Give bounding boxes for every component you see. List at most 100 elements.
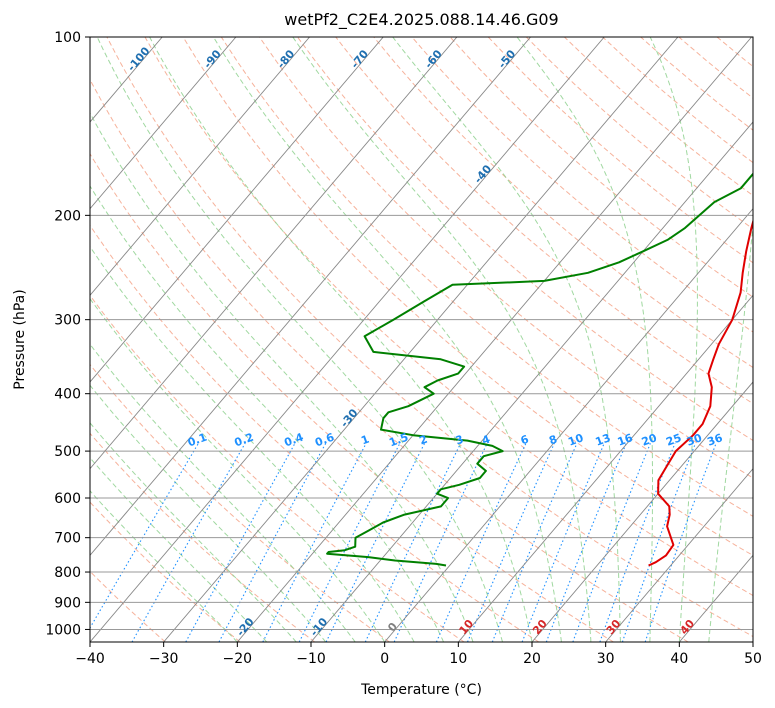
- isotherm: [163, 37, 679, 642]
- isotherm: [90, 37, 384, 383]
- chart-title: wetPf2_C2E4.2025.088.14.46.G09: [284, 10, 558, 30]
- moist-adiabat: [90, 297, 386, 642]
- y-tick-label: 700: [54, 531, 81, 547]
- axes: −40 −30 −20 −10 0 10 20 30 40 5010020030040050060…: [45, 30, 762, 667]
- isotherm: [752, 641, 753, 642]
- y-tick-label: 800: [54, 565, 81, 581]
- dry-adiabat: [755, 37, 775, 642]
- mixing-ratio-label: 6: [519, 432, 531, 447]
- x-tick-label: 20: [523, 651, 541, 667]
- mixing-ratio-label: 0.4: [282, 430, 305, 449]
- dry-adiabat: [90, 501, 241, 642]
- mixing-ratio-line: [644, 443, 717, 642]
- plot-background: [90, 37, 753, 642]
- x-tick-label: 50: [744, 651, 762, 667]
- x-tick-label: 40: [670, 651, 688, 667]
- mixing-ratio-line: [131, 443, 246, 642]
- moist-adiabat: [708, 216, 753, 642]
- dry-adiabat: [220, 37, 753, 517]
- mixing-ratio-label: 20: [640, 431, 659, 449]
- temperature-line: [648, 218, 753, 567]
- isotherm: [90, 37, 605, 642]
- isotherm: [310, 121, 753, 642]
- mixing-ratio-label: 0.2: [233, 431, 256, 450]
- x-tick-label: −30: [149, 651, 179, 667]
- isotherm: [90, 37, 237, 210]
- y-tick-label: 200: [54, 208, 81, 224]
- moist-adiabat: [90, 185, 445, 642]
- mixing-ratio-label: 8: [547, 433, 559, 448]
- isotherm: [605, 467, 753, 642]
- x-tick-label: −20: [223, 651, 253, 667]
- x-tick-label: 10: [449, 651, 467, 667]
- moist-adiabat: [90, 384, 327, 642]
- y-tick-label: 500: [54, 444, 81, 460]
- mixing-ratio-label: 0.1: [186, 431, 209, 450]
- reference-lines: [90, 37, 775, 642]
- dry-adiabat: [90, 224, 540, 642]
- x-axis-label: Temperature (°C): [360, 682, 482, 698]
- y-tick-label: 600: [54, 491, 81, 507]
- y-tick-label: 300: [54, 313, 81, 329]
- y-tick-label: 400: [54, 387, 81, 403]
- isotherm: [384, 207, 753, 642]
- moist-adiabat: [90, 457, 268, 642]
- isotherm: [90, 37, 458, 470]
- moist-adiabat: [649, 37, 698, 642]
- dry-adiabat: [90, 294, 465, 642]
- mixing-ratio-label: 30: [685, 431, 704, 449]
- dry-adiabat: [449, 37, 753, 298]
- mixing-ratio-label: 0.6: [313, 430, 336, 449]
- dry-adiabat: [144, 37, 753, 597]
- isotherm: [90, 37, 310, 297]
- contour-labels: 0.1 0.2 0.4 0.6 1 1.5 2 3 4 6 8 10 13 16 20 25 30 36-100-…: [125, 44, 725, 639]
- y-tick-label: 1000: [45, 622, 81, 638]
- mixing-ratio-label: 25: [664, 431, 683, 448]
- plot-frame: [89, 36, 754, 643]
- mixing-ratio-label: 1: [359, 433, 371, 448]
- moist-adiabat: [149, 37, 533, 642]
- mixing-ratio-line: [545, 443, 627, 642]
- x-tick-label: −40: [75, 651, 105, 667]
- isotherm: [457, 294, 753, 642]
- mixing-ratio-label: 1.5: [387, 431, 410, 450]
- mixing-ratio-label: 3: [454, 433, 466, 448]
- mixing-ratio-line: [521, 443, 605, 642]
- y-tick-label: 100: [54, 30, 81, 46]
- y-tick-label: 900: [54, 595, 81, 611]
- dry-adiabat: [335, 37, 753, 405]
- moist-adiabat: [213, 37, 562, 642]
- isotherm: [90, 37, 531, 557]
- moist-adiabat: [96, 37, 503, 642]
- moist-adiabat: [90, 112, 474, 642]
- mixing-ratio-line: [572, 443, 651, 642]
- mixing-ratio-line: [435, 443, 527, 642]
- mixing-ratio-line: [262, 443, 367, 642]
- mixing-ratio-line: [393, 443, 488, 642]
- dry-adiabat: [411, 37, 753, 333]
- dry-adiabat: [90, 432, 316, 642]
- x-tick-label: 30: [597, 651, 615, 667]
- mixing-ratio-label: 4: [480, 432, 492, 447]
- dewpoint-line: [326, 172, 753, 567]
- profile-series: [326, 172, 753, 567]
- isotherm: [531, 381, 753, 642]
- mixing-ratio-label: 36: [705, 431, 724, 449]
- mixing-ratio-label: 13: [594, 431, 613, 448]
- moist-adiabat: [90, 422, 297, 642]
- x-tick-label: −10: [296, 651, 326, 667]
- isotherm: [236, 37, 752, 642]
- moist-adiabat: [392, 37, 621, 642]
- mixing-ratio-label: 16: [616, 431, 635, 449]
- mixing-ratio-line: [90, 443, 199, 629]
- moist-adiabat: [292, 37, 592, 642]
- y-axis-label: Pressure (hPa): [12, 289, 28, 389]
- x-tick-label: 0: [380, 651, 389, 667]
- mixing-ratio-label: 2: [418, 433, 430, 448]
- moist-adiabat: [90, 343, 356, 642]
- moist-adiabat: [90, 490, 238, 642]
- mixing-ratio-label: 10: [566, 431, 585, 449]
- dry-adiabat: [90, 363, 390, 642]
